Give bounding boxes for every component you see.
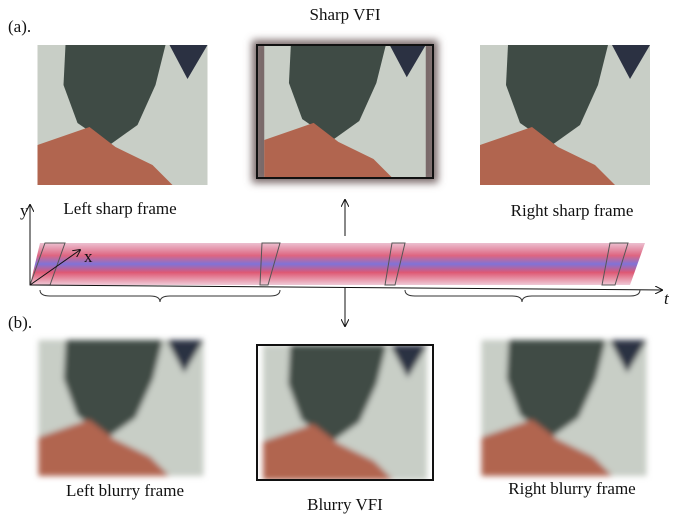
caption: Left blurry frame [66,481,184,500]
axis-label: y [20,201,29,220]
axis-label: t [664,289,670,308]
axis-label: x [84,247,93,266]
image-box [263,345,427,480]
image [481,340,647,476]
image [263,345,427,480]
caption: Sharp VFI [310,5,381,24]
axis [29,250,80,286]
caption: Blurry VFI [307,495,383,514]
image [37,45,208,185]
panel-label: (a). [8,17,31,36]
caption: Right sharp frame [511,201,634,220]
image [264,45,426,178]
image [38,340,204,476]
panel-label: (b). [8,313,32,332]
frame [256,44,434,179]
caption: Right blurry frame [508,479,635,498]
axis [29,284,662,290]
brace [404,289,641,303]
frame [256,344,434,481]
event-stream [30,243,645,285]
brace [39,289,281,303]
caption: Left sharp frame [63,199,176,218]
image [480,45,650,185]
